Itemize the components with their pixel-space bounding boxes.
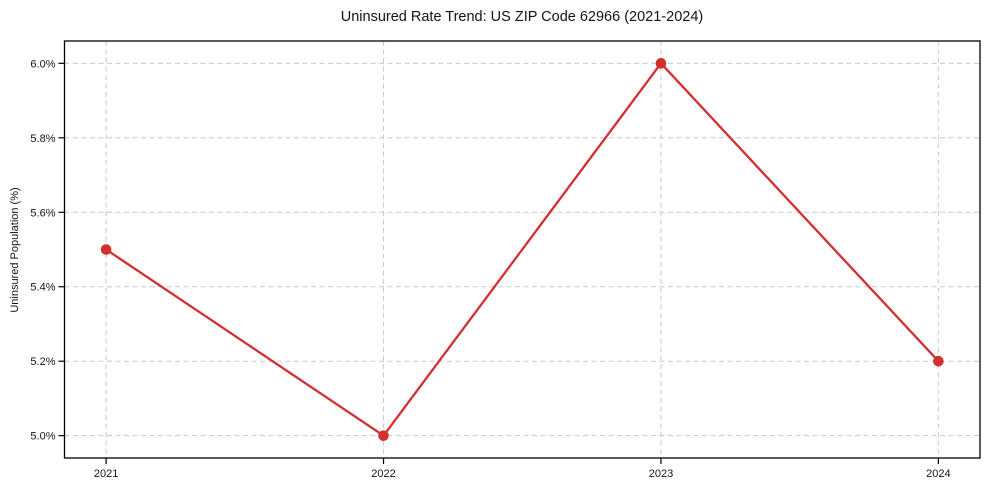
data-point-marker bbox=[655, 58, 667, 69]
axes-spines bbox=[63, 40, 981, 459]
y-tick-label: 5.2% bbox=[30, 356, 55, 368]
y-tick-label: 5.8% bbox=[30, 133, 55, 145]
y-tick-label: 5.6% bbox=[30, 207, 55, 219]
data-point-marker bbox=[100, 244, 112, 255]
chart-title: Uninsured Rate Trend: US ZIP Code 62966 … bbox=[340, 9, 704, 25]
data-point-marker bbox=[933, 355, 944, 367]
y-tick-label: 5.4% bbox=[30, 282, 55, 294]
y-tick-label: 6.0% bbox=[30, 58, 55, 70]
x-tick-label: 2024 bbox=[926, 468, 950, 480]
x-tick-label: 2022 bbox=[371, 468, 395, 480]
x-tick-label: 2023 bbox=[649, 468, 673, 480]
data-point-marker bbox=[378, 430, 389, 441]
y-tick-label: 5.0% bbox=[30, 431, 55, 443]
x-tick-label: 2021 bbox=[94, 468, 118, 480]
trend-line bbox=[104, 62, 940, 437]
